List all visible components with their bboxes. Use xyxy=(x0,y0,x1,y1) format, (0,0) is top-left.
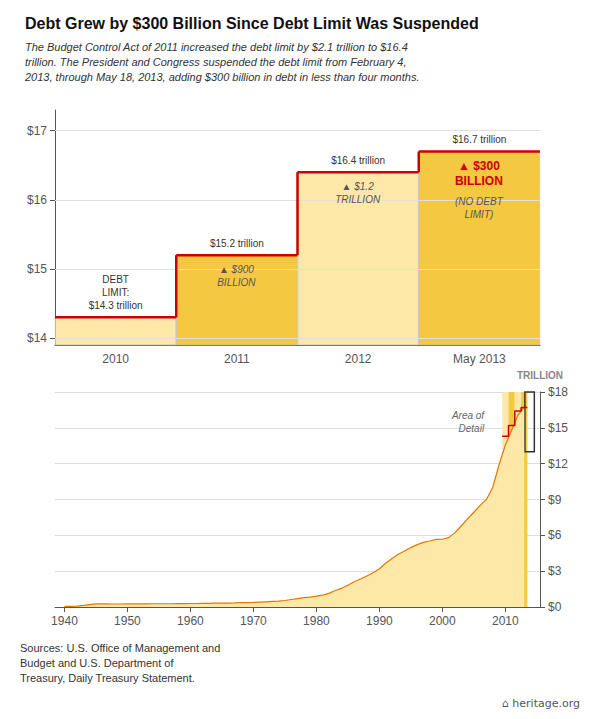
svg-text:2000: 2000 xyxy=(429,614,456,628)
svg-text:$17: $17 xyxy=(27,124,47,138)
svg-text:DEBT: DEBT xyxy=(102,274,129,285)
svg-text:$6: $6 xyxy=(548,528,562,542)
svg-text:$3: $3 xyxy=(548,564,562,578)
svg-text:2011: 2011 xyxy=(224,352,250,366)
svg-text:2010: 2010 xyxy=(102,352,129,366)
svg-text:$0: $0 xyxy=(548,600,562,614)
svg-text:Sources: U.S. Office of Manage: Sources: U.S. Office of Management and xyxy=(20,642,220,654)
svg-text:LIMIT:: LIMIT: xyxy=(102,287,129,298)
svg-text:$9: $9 xyxy=(548,493,562,507)
svg-text:$16.4 trillion: $16.4 trillion xyxy=(331,155,385,166)
svg-text:⌂ heritage.org: ⌂ heritage.org xyxy=(502,697,580,710)
svg-text:Treasury, Daily Treasury State: Treasury, Daily Treasury Statement. xyxy=(20,672,195,684)
svg-text:1950: 1950 xyxy=(114,614,141,628)
svg-text:$14.3 trillion: $14.3 trillion xyxy=(89,300,143,311)
svg-text:trillion. The President and Co: trillion. The President and Congress sus… xyxy=(25,56,407,68)
svg-text:(NO DEBT: (NO DEBT xyxy=(455,196,504,207)
svg-text:2012: 2012 xyxy=(345,352,372,366)
svg-text:May 2013: May 2013 xyxy=(453,352,506,366)
svg-text:$14: $14 xyxy=(27,331,47,345)
svg-text:$12: $12 xyxy=(548,457,568,471)
svg-text:Area of: Area of xyxy=(451,410,485,421)
svg-text:Debt Grew by $300 Billion Sinc: Debt Grew by $300 Billion Since Debt Lim… xyxy=(25,15,479,32)
svg-text:Budget and U.S. Department of: Budget and U.S. Department of xyxy=(20,657,174,669)
svg-text:▲ $300: ▲ $300 xyxy=(458,159,500,173)
svg-text:1940: 1940 xyxy=(51,614,78,628)
svg-text:1990: 1990 xyxy=(366,614,393,628)
svg-text:$18: $18 xyxy=(548,385,568,399)
svg-text:$15: $15 xyxy=(548,421,568,435)
svg-text:1960: 1960 xyxy=(177,614,204,628)
svg-text:TRILLION: TRILLION xyxy=(335,194,381,205)
svg-text:Detail: Detail xyxy=(459,423,485,434)
svg-text:LIMIT): LIMIT) xyxy=(464,209,493,220)
svg-text:The Budget Control Act of 2011: The Budget Control Act of 2011 increased… xyxy=(25,41,408,53)
svg-text:▲ $1.2: ▲ $1.2 xyxy=(342,181,375,192)
svg-text:2010: 2010 xyxy=(492,614,519,628)
svg-text:1970: 1970 xyxy=(240,614,267,628)
svg-text:$16: $16 xyxy=(27,193,47,207)
svg-text:2013, through May 18, 2013, ad: 2013, through May 18, 2013, adding $300 … xyxy=(24,71,419,83)
svg-text:$15.2 trillion: $15.2 trillion xyxy=(210,238,264,249)
svg-text:▲ $900: ▲ $900 xyxy=(219,264,254,275)
svg-text:BILLION: BILLION xyxy=(217,277,256,288)
svg-text:TRILLION: TRILLION xyxy=(517,370,563,381)
svg-text:$15: $15 xyxy=(27,262,47,276)
svg-text:$16.7 trillion: $16.7 trillion xyxy=(452,134,506,145)
svg-text:1980: 1980 xyxy=(303,614,330,628)
svg-text:BILLION: BILLION xyxy=(455,174,503,188)
